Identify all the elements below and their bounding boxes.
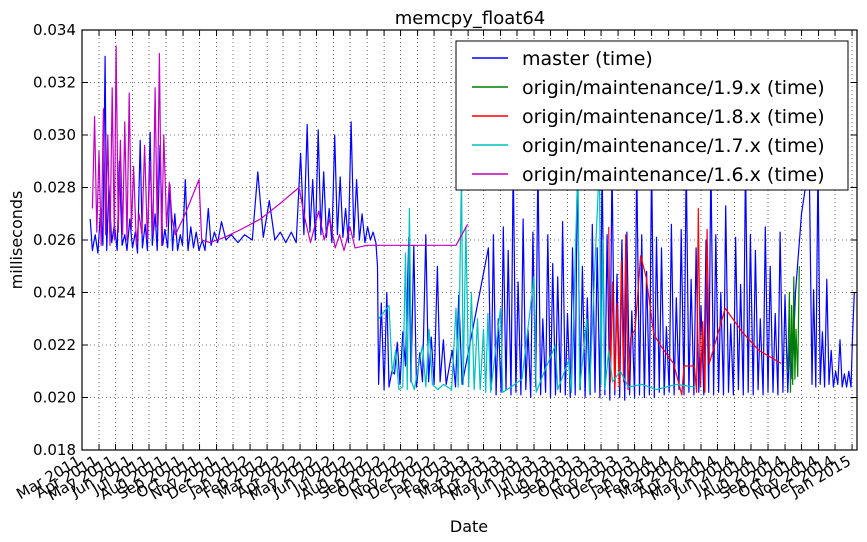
series-line-2 [608, 207, 782, 396]
y-tick-label: 0.020 [33, 389, 76, 407]
series-line-1 [787, 266, 800, 393]
chart-title: memcpy_float64 [395, 8, 545, 29]
legend-label: origin/maintenance/1.7.x (time) [522, 135, 825, 157]
x-axis-title: Date [450, 517, 488, 536]
axis-ticks [81, 29, 857, 451]
series-line-4 [91, 45, 469, 252]
series-layer [89, 45, 855, 401]
legend-label: origin/maintenance/1.6.x (time) [522, 164, 825, 186]
legend-box [455, 40, 849, 191]
legend-label: origin/maintenance/1.8.x (time) [522, 106, 825, 128]
y-tick-label: 0.028 [33, 179, 76, 197]
y-tick-label: 0.024 [33, 284, 76, 302]
legend-label: master (time) [522, 48, 653, 70]
series-line-0 [89, 55, 855, 401]
series-line-3 [378, 160, 695, 393]
y-axis-title: milliseconds [7, 191, 26, 290]
legend: master (time) origin/maintenance/1.9.x (t… [455, 40, 849, 191]
y-tick-label: 0.030 [33, 126, 76, 144]
y-tick-label: 0.032 [33, 74, 76, 92]
y-tick-label: 0.018 [33, 441, 76, 459]
y-tick-label: 0.022 [33, 336, 76, 354]
y-tick-label: 0.034 [33, 21, 76, 39]
legend-label: origin/maintenance/1.9.x (time) [522, 77, 825, 99]
y-tick-labels: 0.018 0.020 0.022 0.024 0.026 0.028 0.030 0.032… [33, 21, 76, 459]
y-tick-label: 0.026 [33, 231, 76, 249]
